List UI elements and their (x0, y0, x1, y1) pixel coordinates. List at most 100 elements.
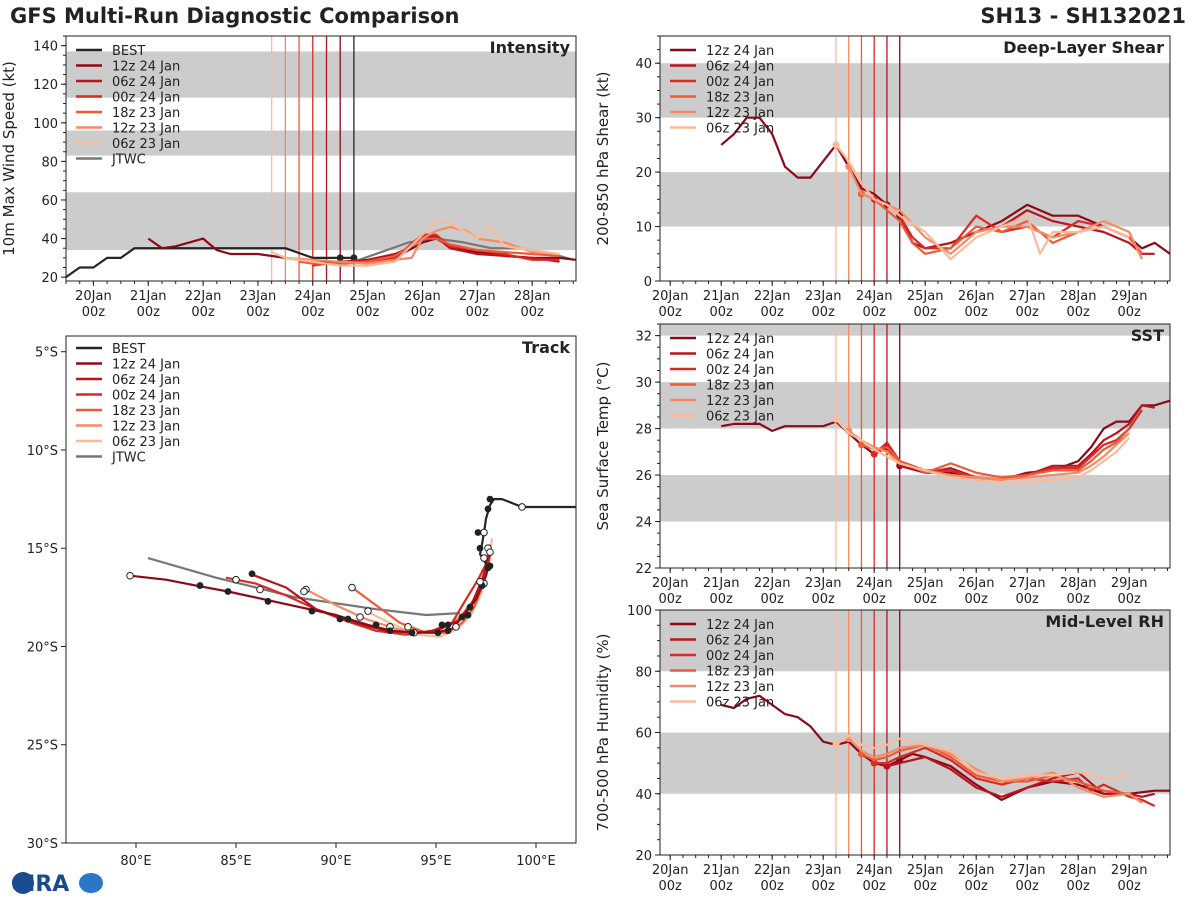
sst-xtick-label: 26Jan (958, 576, 995, 591)
track-series-line (147, 557, 461, 617)
shear-xtick-label: 00z (812, 305, 836, 320)
rh-ytick-label: 60 (635, 727, 652, 742)
logo-swirl (79, 873, 103, 893)
track-position-marker (196, 582, 204, 589)
rh-xtick-label: 00z (812, 879, 836, 894)
sst-xtick-label: 00z (812, 592, 836, 607)
track-position-marker (336, 615, 344, 623)
sst-xtick-label: 20Jan (652, 576, 689, 591)
rh-xtick-label: 26Jan (958, 863, 995, 878)
shear-xtick-label: 29Jan (1111, 289, 1148, 304)
track-legend-label: BEST (112, 342, 145, 357)
shear-xtick-label: 21Jan (703, 289, 740, 304)
track-position-marker (484, 505, 492, 513)
shear-xtick-label: 00z (710, 305, 734, 320)
intensity-legend-label: 00z 24 Jan (112, 91, 180, 106)
sst-xtick-label: 00z (965, 592, 989, 607)
sst-xtick-label: 00z (761, 592, 785, 607)
sst-xtick-label: 29Jan (1111, 576, 1148, 591)
intensity-xtick-label: 00z (520, 305, 544, 320)
track-legend-label: JTWC (111, 451, 146, 466)
track-position-marker (434, 629, 442, 637)
track-position-marker (264, 597, 272, 605)
sst-xtick-label: 23Jan (805, 576, 842, 591)
sst-band-0 (660, 475, 1170, 522)
shear-ytick-label: 0 (644, 275, 652, 290)
intensity-xtick-label: 25Jan (349, 289, 386, 304)
rh-xtick-label: 27Jan (1009, 863, 1046, 878)
sst-xtick-label: 22Jan (754, 576, 791, 591)
rh-legend-label: 00z 24 Jan (706, 649, 774, 664)
rh-series-line (861, 743, 1143, 804)
rh-xtick-label: 25Jan (907, 863, 944, 878)
track-position-marker (486, 495, 494, 503)
intensity-ytick-label: 20 (41, 271, 58, 286)
track-xtick-label: 95°E (420, 854, 451, 869)
track-position-marker (474, 529, 482, 536)
track-position-marker-open (356, 613, 364, 621)
intensity-ytick-label: 60 (41, 194, 58, 209)
shear-legend-label: 06z 24 Jan (706, 60, 774, 75)
intensity-xtick-label: 00z (137, 305, 161, 320)
sst-legend-label: 12z 23 Jan (706, 394, 774, 409)
intensity-ytick-label: 100 (33, 117, 58, 132)
shear-xtick-label: 28Jan (1060, 289, 1097, 304)
rh-xtick-label: 00z (863, 879, 887, 894)
rh-xtick-label: 20Jan (652, 863, 689, 878)
sst-series-line (835, 418, 1131, 484)
sst-init-marker (832, 415, 840, 423)
shear-legend-label: 18z 23 Jan (706, 91, 774, 106)
sst-ytick-label: 32 (635, 330, 652, 345)
intensity-series-line (298, 237, 560, 265)
sst-title: SST (1131, 326, 1164, 345)
sst-xtick-label: 00z (659, 592, 683, 607)
track-ytick-label: 10°S (27, 444, 58, 459)
track-position-marker (466, 603, 474, 611)
rh-xtick-label: 21Jan (703, 863, 740, 878)
shear-xtick-label: 00z (914, 305, 938, 320)
track-ytick-label: 20°S (27, 640, 58, 655)
rh-ytick-label: 100 (627, 604, 652, 619)
track-ytick-label: 25°S (27, 739, 58, 754)
shear-xtick-label: 22Jan (754, 289, 791, 304)
shear-legend-label: 12z 24 Jan (706, 44, 774, 59)
intensity-ytick-label: 40 (41, 233, 58, 248)
track-xtick-label: 85°E (220, 854, 251, 869)
rh-plot-area (660, 610, 1170, 855)
sst-legend-label: 18z 23 Jan (706, 379, 774, 394)
track-position-marker (372, 621, 380, 629)
rh-series-line (847, 737, 1143, 804)
intensity-legend-label: BEST (112, 44, 145, 59)
rh-init-marker (870, 759, 878, 767)
intensity-xtick-label: 27Jan (459, 289, 496, 304)
sst-xtick-label: 00z (1016, 592, 1040, 607)
track-xtick-label: 100°E (516, 854, 556, 869)
track-ytick-label: 15°S (27, 542, 58, 557)
shear-xtick-label: 00z (1016, 305, 1040, 320)
rh-xtick-label: 00z (1067, 879, 1091, 894)
intensity-xtick-label: 23Jan (240, 289, 277, 304)
track-position-marker (444, 621, 452, 629)
track-legend-label: 00z 24 Jan (112, 389, 180, 404)
track-position-marker (224, 588, 232, 595)
rh-ylabel: 700-500 hPa Humidity (%) (594, 633, 612, 831)
sst-xtick-label: 00z (1118, 592, 1142, 607)
track-position-marker (464, 611, 472, 619)
sst-ytick-label: 24 (635, 516, 652, 531)
rh-xtick-label: 23Jan (805, 863, 842, 878)
intensity-plot-area (66, 36, 576, 281)
shear-plot-area (660, 36, 1170, 281)
track-position-marker (458, 613, 466, 621)
rh-legend-label: 12z 23 Jan (706, 680, 774, 695)
shear-xtick-label: 24Jan (856, 289, 893, 304)
shear-xtick-label: 00z (1067, 305, 1091, 320)
rh-xtick-label: 00z (965, 879, 989, 894)
shear-legend-label: 12z 23 Jan (706, 106, 774, 121)
rh-init-marker (832, 741, 840, 749)
sst-legend-label: 12z 24 Jan (706, 332, 774, 347)
rh-series-line (835, 734, 1130, 780)
sst-xtick-label: 00z (1067, 592, 1091, 607)
rh-xtick-label: 00z (710, 879, 734, 894)
shear-xtick-label: 00z (1118, 305, 1142, 320)
rh-band-1 (660, 610, 1170, 672)
